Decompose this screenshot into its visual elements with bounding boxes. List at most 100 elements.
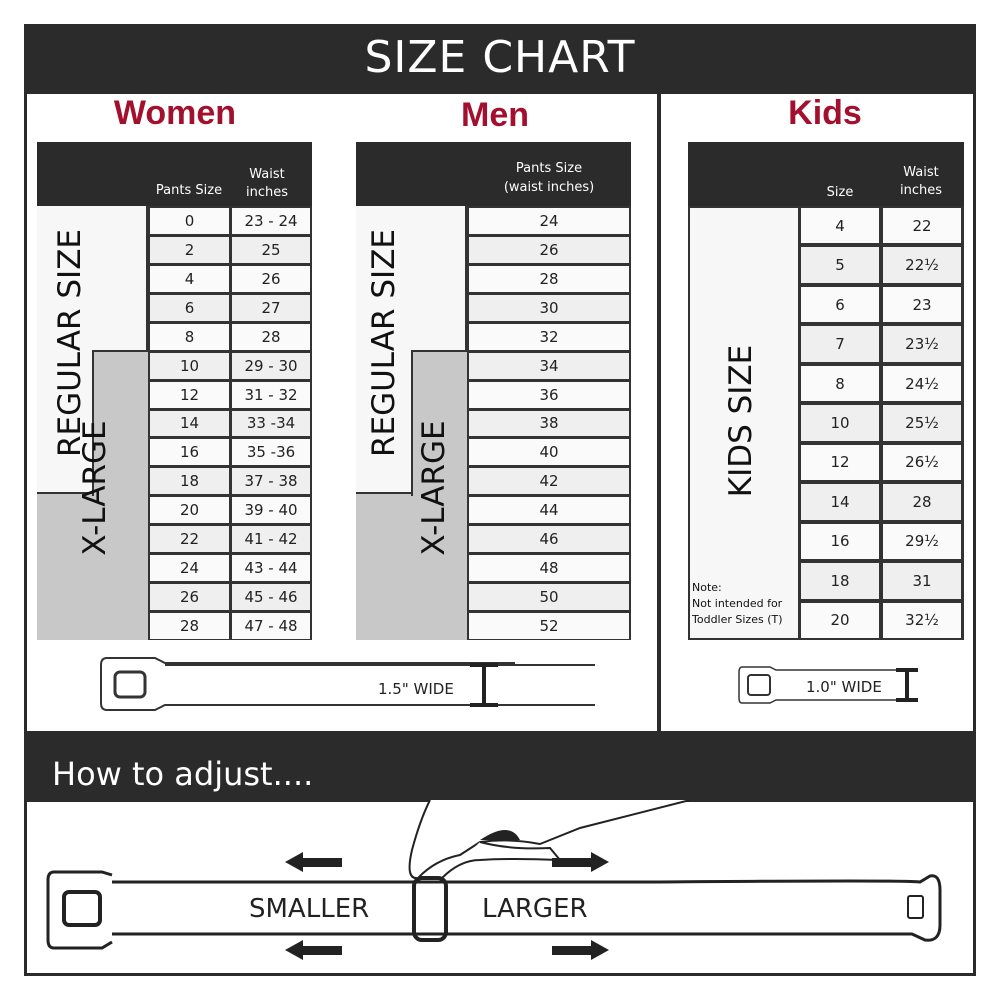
women-pants-size-cell: 18 (150, 468, 229, 495)
women-pants-size-cell: 0 (150, 208, 229, 234)
women-pants-size-cell: 20 (150, 497, 229, 524)
women-waist-cell: 39 - 40 (232, 497, 310, 524)
note-line2: Toddler Sizes (T) (692, 613, 783, 626)
men-col-pants: Pants Size (515, 161, 583, 176)
kids-size-cell: 16 (801, 523, 879, 560)
women-waist-cell: 45 - 46 (232, 584, 310, 611)
women-pants-size-cell: 12 (150, 381, 229, 408)
men-pants-size-cell: 24 (469, 208, 629, 234)
kids-waist-cell: 26½ (883, 444, 961, 481)
men-pants-size-cell: 26 (469, 236, 629, 263)
kids-belt-icon (738, 666, 918, 704)
women-waist-cell: 43 - 44 (232, 555, 310, 582)
women-waist-cell: 33 -34 (232, 410, 310, 437)
men-pants-size-cell: 32 (469, 323, 629, 350)
kids-waist-cell: 22½ (883, 247, 961, 283)
women-waist-cell: 28 (232, 323, 310, 350)
kids-waist-cell: 25½ (883, 405, 961, 441)
women-pants-size-cell: 8 (150, 323, 229, 350)
kids-size-cell: 6 (801, 286, 879, 323)
kids-table-header: Size Waist inches (688, 142, 964, 207)
larger-label: LARGER (482, 894, 588, 924)
kids-size-cell: 12 (801, 444, 879, 481)
women-pants-size-cell: 16 (150, 439, 229, 466)
men-xlarge-label: X-LARGE (416, 420, 452, 556)
adult-belt-strap-icon (165, 663, 595, 707)
adult-belt-width: 1.5" WIDE (378, 680, 454, 698)
women-pants-size-cell: 22 (150, 526, 229, 553)
kids-waist-cell: 29½ (883, 523, 961, 560)
women-pants-size-cell: 6 (150, 294, 229, 321)
kids-size-cell: 4 (801, 208, 879, 244)
men-pants-size-cell: 40 (469, 439, 629, 466)
adult-belt-icon (100, 657, 515, 711)
men-pants-size-cell: 42 (469, 468, 629, 495)
kids-size-cell: 14 (801, 484, 879, 520)
women-xlarge-notch (92, 350, 148, 496)
women-col-waist: Waist inches (245, 167, 288, 200)
kids-waist-cell: 28 (883, 484, 961, 520)
men-regular-label: REGULAR SIZE (366, 228, 402, 458)
women-waist-cell: 23 - 24 (232, 208, 310, 234)
women-title: Women (113, 94, 237, 132)
adjust-belt-illustration (46, 800, 942, 960)
kids-waist-cell: 32½ (883, 602, 961, 638)
men-pants-size-cell: 38 (469, 410, 629, 437)
kids-divider (657, 94, 661, 731)
men-pants-size-cell: 48 (469, 555, 629, 582)
women-waist-cell: 41 - 42 (232, 526, 310, 553)
women-pants-size-cell: 10 (150, 352, 229, 379)
kids-size-region (690, 208, 798, 638)
kids-size-cell: 7 (801, 326, 879, 362)
women-xlarge-label: X-LARGE (77, 420, 113, 556)
women-pants-size-cell: 26 (150, 584, 229, 611)
kids-title: Kids (788, 94, 862, 132)
kids-size-label: KIDS SIZE (723, 344, 759, 498)
women-col-pants: Pants Size (155, 183, 223, 198)
men-pants-size-cell: 30 (469, 294, 629, 321)
women-waist-cell: 27 (232, 294, 310, 321)
women-waist-cell: 37 - 38 (232, 468, 310, 495)
kids-waist-cell: 23 (883, 286, 961, 323)
women-table-header: Pants Size Waist inches (37, 142, 312, 207)
women-pants-size-cell: 24 (150, 555, 229, 582)
note-title: Note: (692, 581, 722, 594)
women-pants-size-cell: 2 (150, 236, 229, 263)
women-waist-cell: 31 - 32 (232, 381, 310, 408)
kids-size-cell: 18 (801, 563, 879, 599)
kids-waist-cell: 31 (883, 563, 961, 599)
men-pants-size-cell: 36 (469, 381, 629, 408)
kids-col-waist: Waist inches (899, 165, 942, 198)
women-waist-cell: 26 (232, 265, 310, 292)
men-xlarge-notch (411, 350, 467, 496)
women-waist-cell: 25 (232, 236, 310, 263)
men-title: Men (461, 96, 529, 134)
women-waist-cell: 35 -36 (232, 439, 310, 466)
kids-belt-width: 1.0" WIDE (806, 678, 882, 696)
men-col-pants-sub: (waist inches) (503, 180, 595, 195)
men-table-header: Pants Size (waist inches) (356, 142, 631, 207)
women-waist-cell: 47 - 48 (232, 613, 310, 639)
men-pants-size-cell: 28 (469, 265, 629, 292)
men-pants-size-cell: 50 (469, 584, 629, 611)
men-pants-size-cell: 44 (469, 497, 629, 524)
kids-waist-cell: 23½ (883, 326, 961, 362)
women-pants-size-cell: 28 (150, 613, 229, 639)
kids-size-cell: 5 (801, 247, 879, 283)
kids-waist-cell: 22 (883, 208, 961, 244)
kids-size-cell: 8 (801, 365, 879, 402)
kids-waist-cell: 24½ (883, 365, 961, 402)
women-pants-size-cell: 14 (150, 410, 229, 437)
women-pants-size-cell: 4 (150, 265, 229, 292)
kids-note: Note: Not intended for Toddler Sizes (T) (692, 580, 783, 628)
note-line1: Not intended for (692, 597, 783, 610)
women-waist-cell: 29 - 30 (232, 352, 310, 379)
kids-col-size: Size (826, 185, 854, 200)
women-table: REGULAR SIZE X-LARGE 0 23 - 24 2 25 4 26 6 27 8 2… (37, 206, 312, 640)
men-pants-size-cell: 34 (469, 352, 629, 379)
men-pants-size-cell: 46 (469, 526, 629, 553)
adjust-header: How to adjust.... (24, 731, 976, 802)
kids-size-cell: 10 (801, 405, 879, 441)
kids-size-cell: 20 (801, 602, 879, 638)
smaller-label: SMALLER (249, 894, 370, 924)
